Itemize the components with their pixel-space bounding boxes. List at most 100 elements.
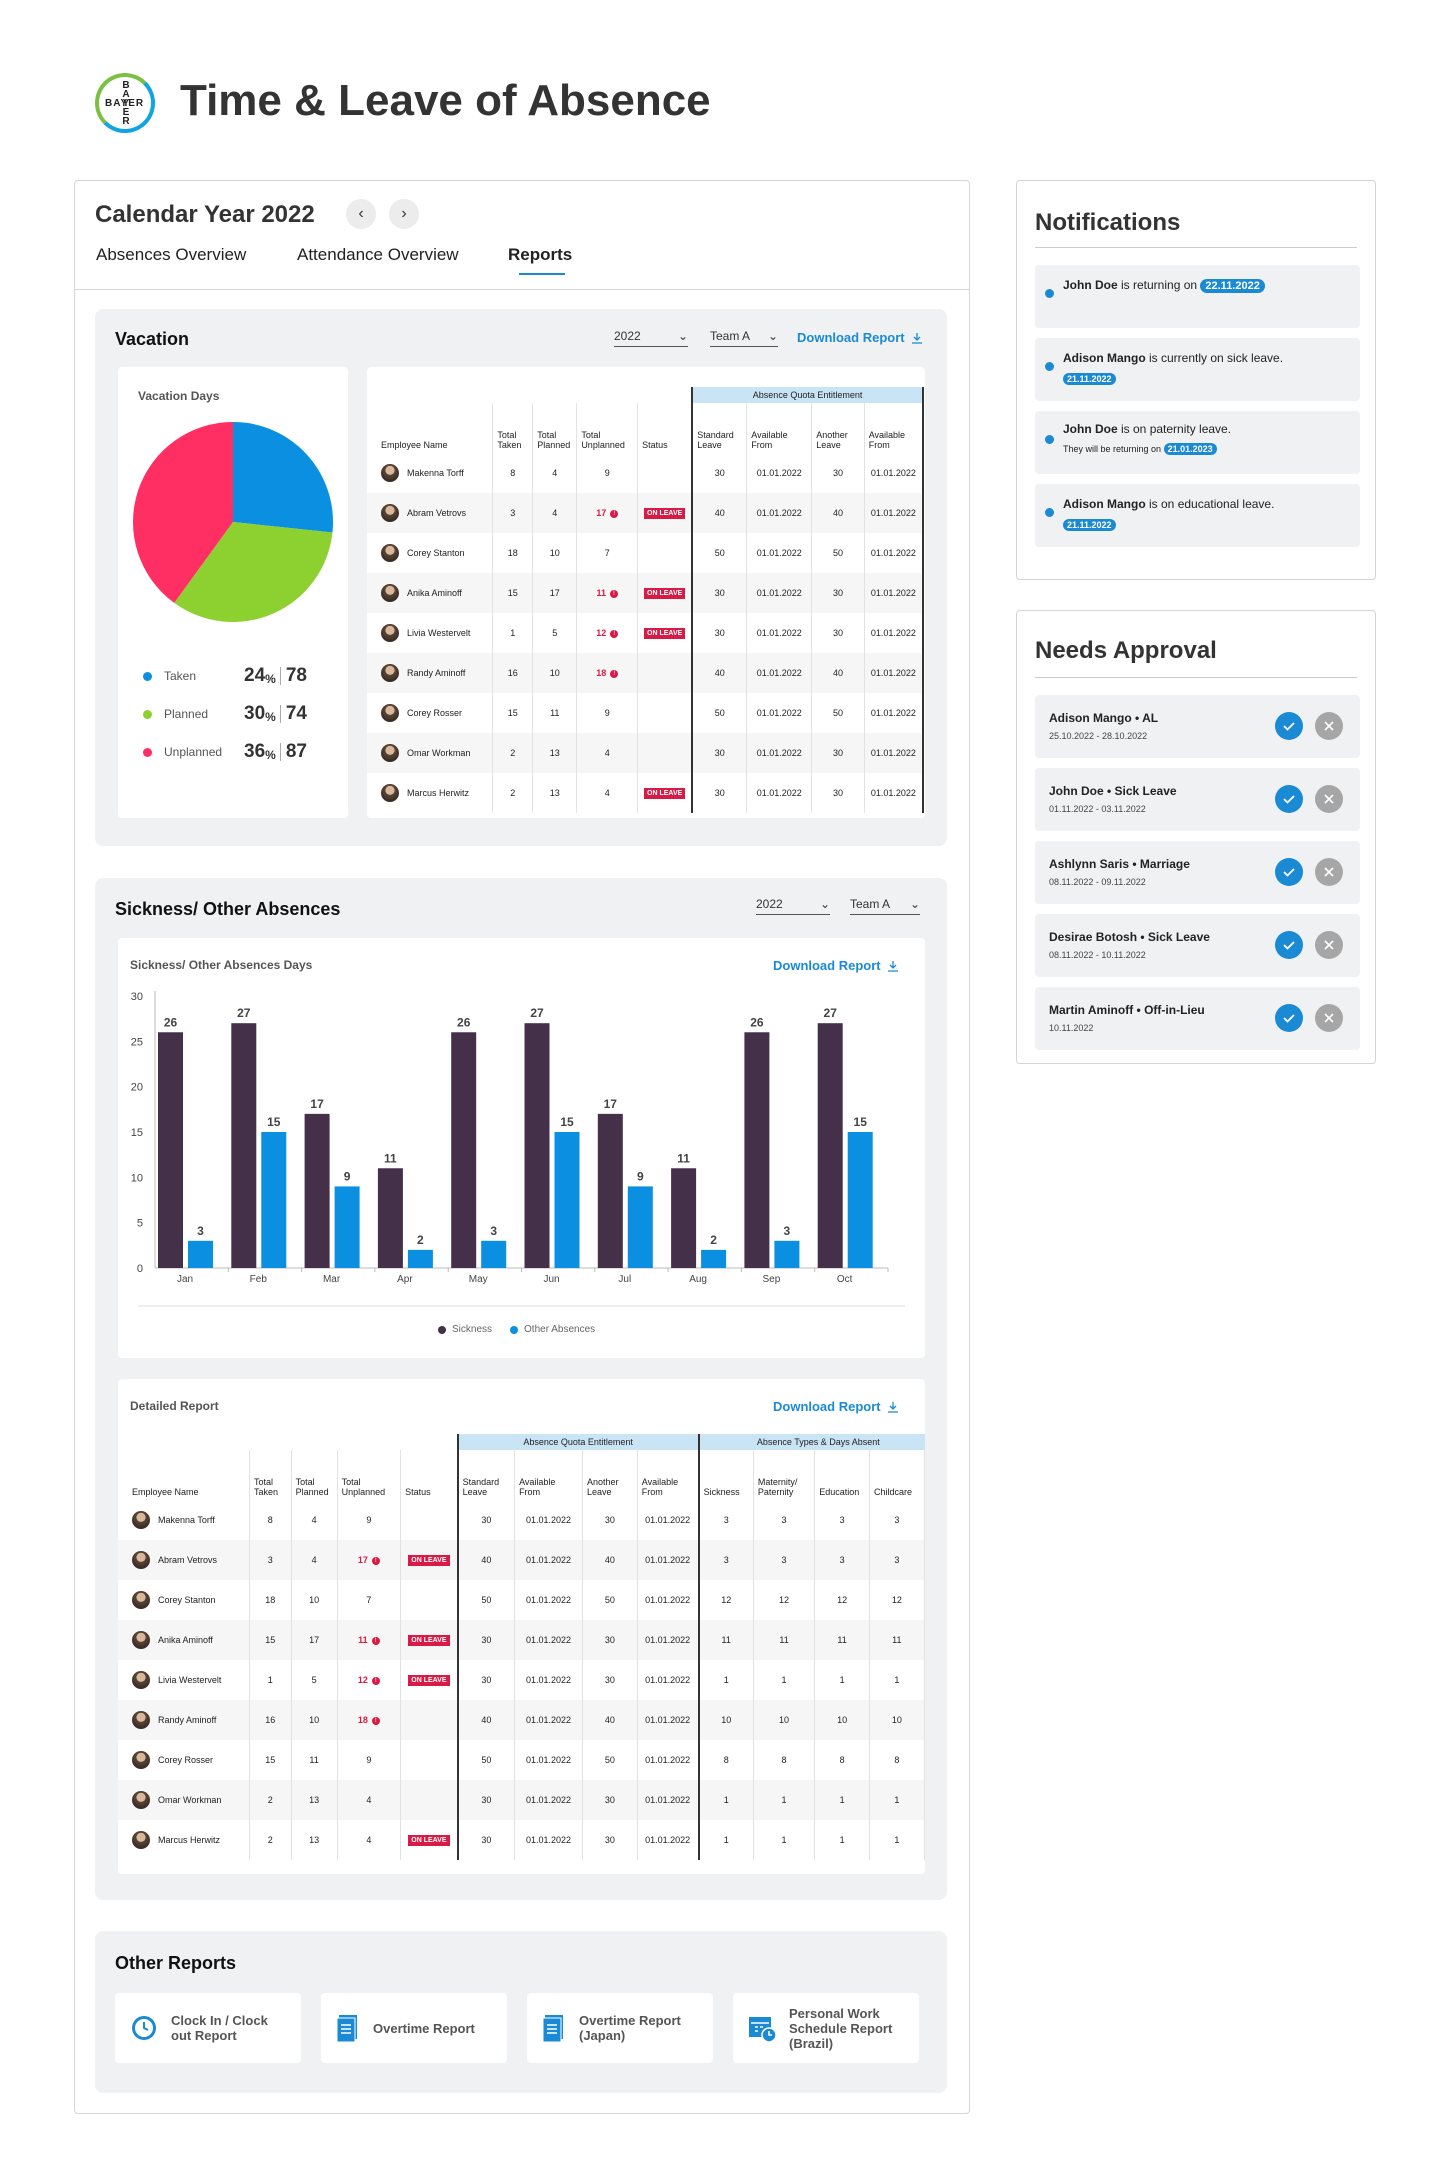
table-row[interactable]: Makenna Torff 8 4 9 30 01.01.2022 30 01.01.2022 <box>367 453 924 494</box>
status-cell: ON LEAVE <box>637 573 693 614</box>
bar-value-label: 2 <box>710 1233 717 1247</box>
personal-work-schedule-report-tile[interactable]: Personal Work Schedule Report (Brazil) <box>733 1993 919 2063</box>
table-row[interactable]: Randy Aminoff 16 10 18! 40 01.01.2022 40 01.01.… <box>367 653 924 694</box>
sickness-legend: Sickness Other Absences <box>438 1324 595 1335</box>
notification-item[interactable]: John Doe is returning on 22.11.2022 <box>1035 265 1360 328</box>
total-unplanned-cell: 9 <box>576 693 639 734</box>
clock-in-out-report-tile[interactable]: Clock In / Clock out Report <box>115 1993 301 2063</box>
table-row[interactable]: Randy Aminoff 16 10 18! 40 01.01.2022 40 01.01.… <box>118 1700 925 1741</box>
total-unplanned-cell: 12! <box>576 613 639 654</box>
approve-button[interactable] <box>1275 712 1303 740</box>
overtime-report-tile[interactable]: Overtime Report <box>321 1993 507 2063</box>
alert-icon: ! <box>371 1716 380 1725</box>
legend-percent-unit: % <box>265 709 276 724</box>
sickness-download-link[interactable]: Download Report <box>773 958 899 973</box>
overtime-report-japan-tile[interactable]: Overtime Report (Japan) <box>527 1993 713 2063</box>
table-row[interactable]: Corey Stanton 18 10 7 50 01.01.2022 50 01.01.20… <box>118 1580 925 1621</box>
sickness-year-select[interactable]: 2022 ⌄ <box>756 897 830 915</box>
prev-year-button[interactable]: ‹ <box>346 199 376 229</box>
detailed-download-link[interactable]: Download Report <box>773 1399 899 1414</box>
table-row[interactable]: Abram Vetrovs 3 4 17! ON LEAVE 40 01.01.2022 40… <box>118 1540 925 1581</box>
bar-sickness <box>597 1113 623 1268</box>
sickness-days: 12 <box>697 1580 754 1621</box>
standard-leave: 30 <box>691 613 748 654</box>
tab-absences-overview[interactable]: Absences Overview <box>96 245 247 264</box>
vacation-year-select[interactable]: 2022 ⌄ <box>614 329 688 347</box>
reject-button[interactable] <box>1315 1004 1343 1032</box>
maternity-days: 12 <box>753 1580 816 1621</box>
table-row[interactable]: Marcus Herwitz 2 13 4 ON LEAVE 30 01.01.2022 30… <box>367 773 924 814</box>
reject-button[interactable] <box>1315 785 1343 813</box>
other-reports-title: Other Reports <box>115 1953 237 1973</box>
table-row[interactable]: Omar Workman 2 13 4 30 01.01.2022 30 01.01.2022 <box>367 733 924 774</box>
total-unplanned: 12 <box>596 628 607 639</box>
tab-reports[interactable]: Reports <box>508 245 573 264</box>
total-taken-header: Total Taken <box>249 1450 292 1501</box>
avatar <box>132 1511 150 1530</box>
tab-attendance-overview[interactable]: Attendance Overview <box>297 245 459 264</box>
sickness-team-select[interactable]: Team A ⌄ <box>850 897 920 915</box>
bayer-logo: BAYER BAYER <box>95 73 155 133</box>
notification-item[interactable]: Adison Mango is currently on sick leave.… <box>1035 338 1360 401</box>
total-unplanned: 7 <box>366 1595 372 1606</box>
table-row[interactable]: Anika Aminoff 15 17 11! ON LEAVE 30 01.01.2022… <box>118 1620 925 1661</box>
table-row[interactable]: Corey Rosser 15 11 9 50 01.01.2022 50 01.01.202… <box>367 693 924 734</box>
education-days: 12 <box>814 1580 870 1621</box>
available-from: 01.01.2022 <box>864 453 924 494</box>
approve-button[interactable] <box>1275 858 1303 886</box>
available-from: 01.01.2022 <box>746 573 813 614</box>
table-row[interactable]: Livia Westervelt 1 5 12! ON LEAVE 30 01.01.202… <box>367 613 924 654</box>
table-row[interactable]: Anika Aminoff 15 17 11! ON LEAVE 30 01.01.2022… <box>367 573 924 614</box>
on-leave-badge: ON LEAVE <box>644 788 686 800</box>
table-row[interactable]: Omar Workman 2 13 4 30 01.01.2022 30 01.01.2022… <box>118 1780 925 1821</box>
approve-button[interactable] <box>1275 785 1303 813</box>
bar-other-absences <box>481 1240 507 1268</box>
table-row[interactable]: Corey Stanton 18 10 7 50 01.01.2022 50 01.01.20… <box>367 533 924 574</box>
employee-name-header: Employee Name <box>367 403 494 454</box>
avatar <box>381 704 399 723</box>
table-row[interactable]: Makenna Torff 8 4 9 30 01.01.2022 30 01.01.2022… <box>118 1500 925 1541</box>
sickness-title: Sickness/ Other Absences <box>115 899 341 919</box>
table-row[interactable]: Marcus Herwitz 2 13 4 ON LEAVE 30 01.01.2022 30… <box>118 1820 925 1861</box>
total-unplanned: 4 <box>604 788 610 799</box>
employee-cell: Corey Rosser <box>122 1740 245 1780</box>
bar-sickness <box>451 1032 477 1268</box>
total-planned: 17 <box>291 1620 338 1661</box>
vacation-download-link[interactable]: Download Report <box>797 330 923 345</box>
standard-leave: 30 <box>691 573 748 614</box>
next-year-button[interactable]: › <box>389 199 419 229</box>
available-from: 01.01.2022 <box>864 653 924 694</box>
standard-leave: 40 <box>691 493 748 534</box>
table-row[interactable]: Corey Rosser 15 11 9 50 01.01.2022 50 01.01.202… <box>118 1740 925 1781</box>
table-row[interactable]: Livia Westervelt 1 5 12! ON LEAVE 30 01.01.202… <box>118 1660 925 1701</box>
available-from-header: Available From <box>746 403 813 454</box>
alert-icon: ! <box>371 1676 380 1685</box>
bar-value-label: 9 <box>344 1169 351 1183</box>
report-label: Clock In / Clock out Report <box>171 2013 268 2043</box>
approve-button[interactable] <box>1275 931 1303 959</box>
notification-item[interactable]: John Doe is on paternity leave. They will… <box>1035 411 1360 474</box>
x-tick-label: Jun <box>543 1274 559 1285</box>
reject-button[interactable] <box>1315 931 1343 959</box>
approval-title: Adison Mango • AL <box>1049 711 1159 725</box>
approve-button[interactable] <box>1275 1004 1303 1032</box>
bar-other-absences <box>627 1186 653 1268</box>
table-row[interactable]: Abram Vetrovs 3 4 17! ON LEAVE 40 01.01.2022 40… <box>367 493 924 534</box>
notification-text: Adison Mango is currently on sick leave.… <box>1063 348 1353 389</box>
status-header: Status <box>637 403 693 454</box>
approval-divider <box>1035 677 1357 678</box>
vacation-chart-title: Vacation Days <box>138 389 220 403</box>
standard-leave: 30 <box>456 1500 516 1541</box>
employee-name: Anika Aminoff <box>407 588 462 599</box>
another-leave-header: Another Leave <box>582 1450 638 1501</box>
total-taken: 15 <box>249 1620 292 1661</box>
reject-button[interactable] <box>1315 712 1343 740</box>
calendar-clock-icon <box>749 2017 777 2043</box>
total-planned-header: Total Planned <box>291 1450 338 1501</box>
bar-value-label: 15 <box>560 1115 574 1129</box>
vacation-team-select[interactable]: Team A ⌄ <box>710 329 778 347</box>
employee-name: Abram Vetrovs <box>407 508 467 519</box>
reject-button[interactable] <box>1315 858 1343 886</box>
notification-item[interactable]: Adison Mango is on educational leave. 21.… <box>1035 484 1360 547</box>
total-unplanned-cell: 7 <box>576 533 639 574</box>
